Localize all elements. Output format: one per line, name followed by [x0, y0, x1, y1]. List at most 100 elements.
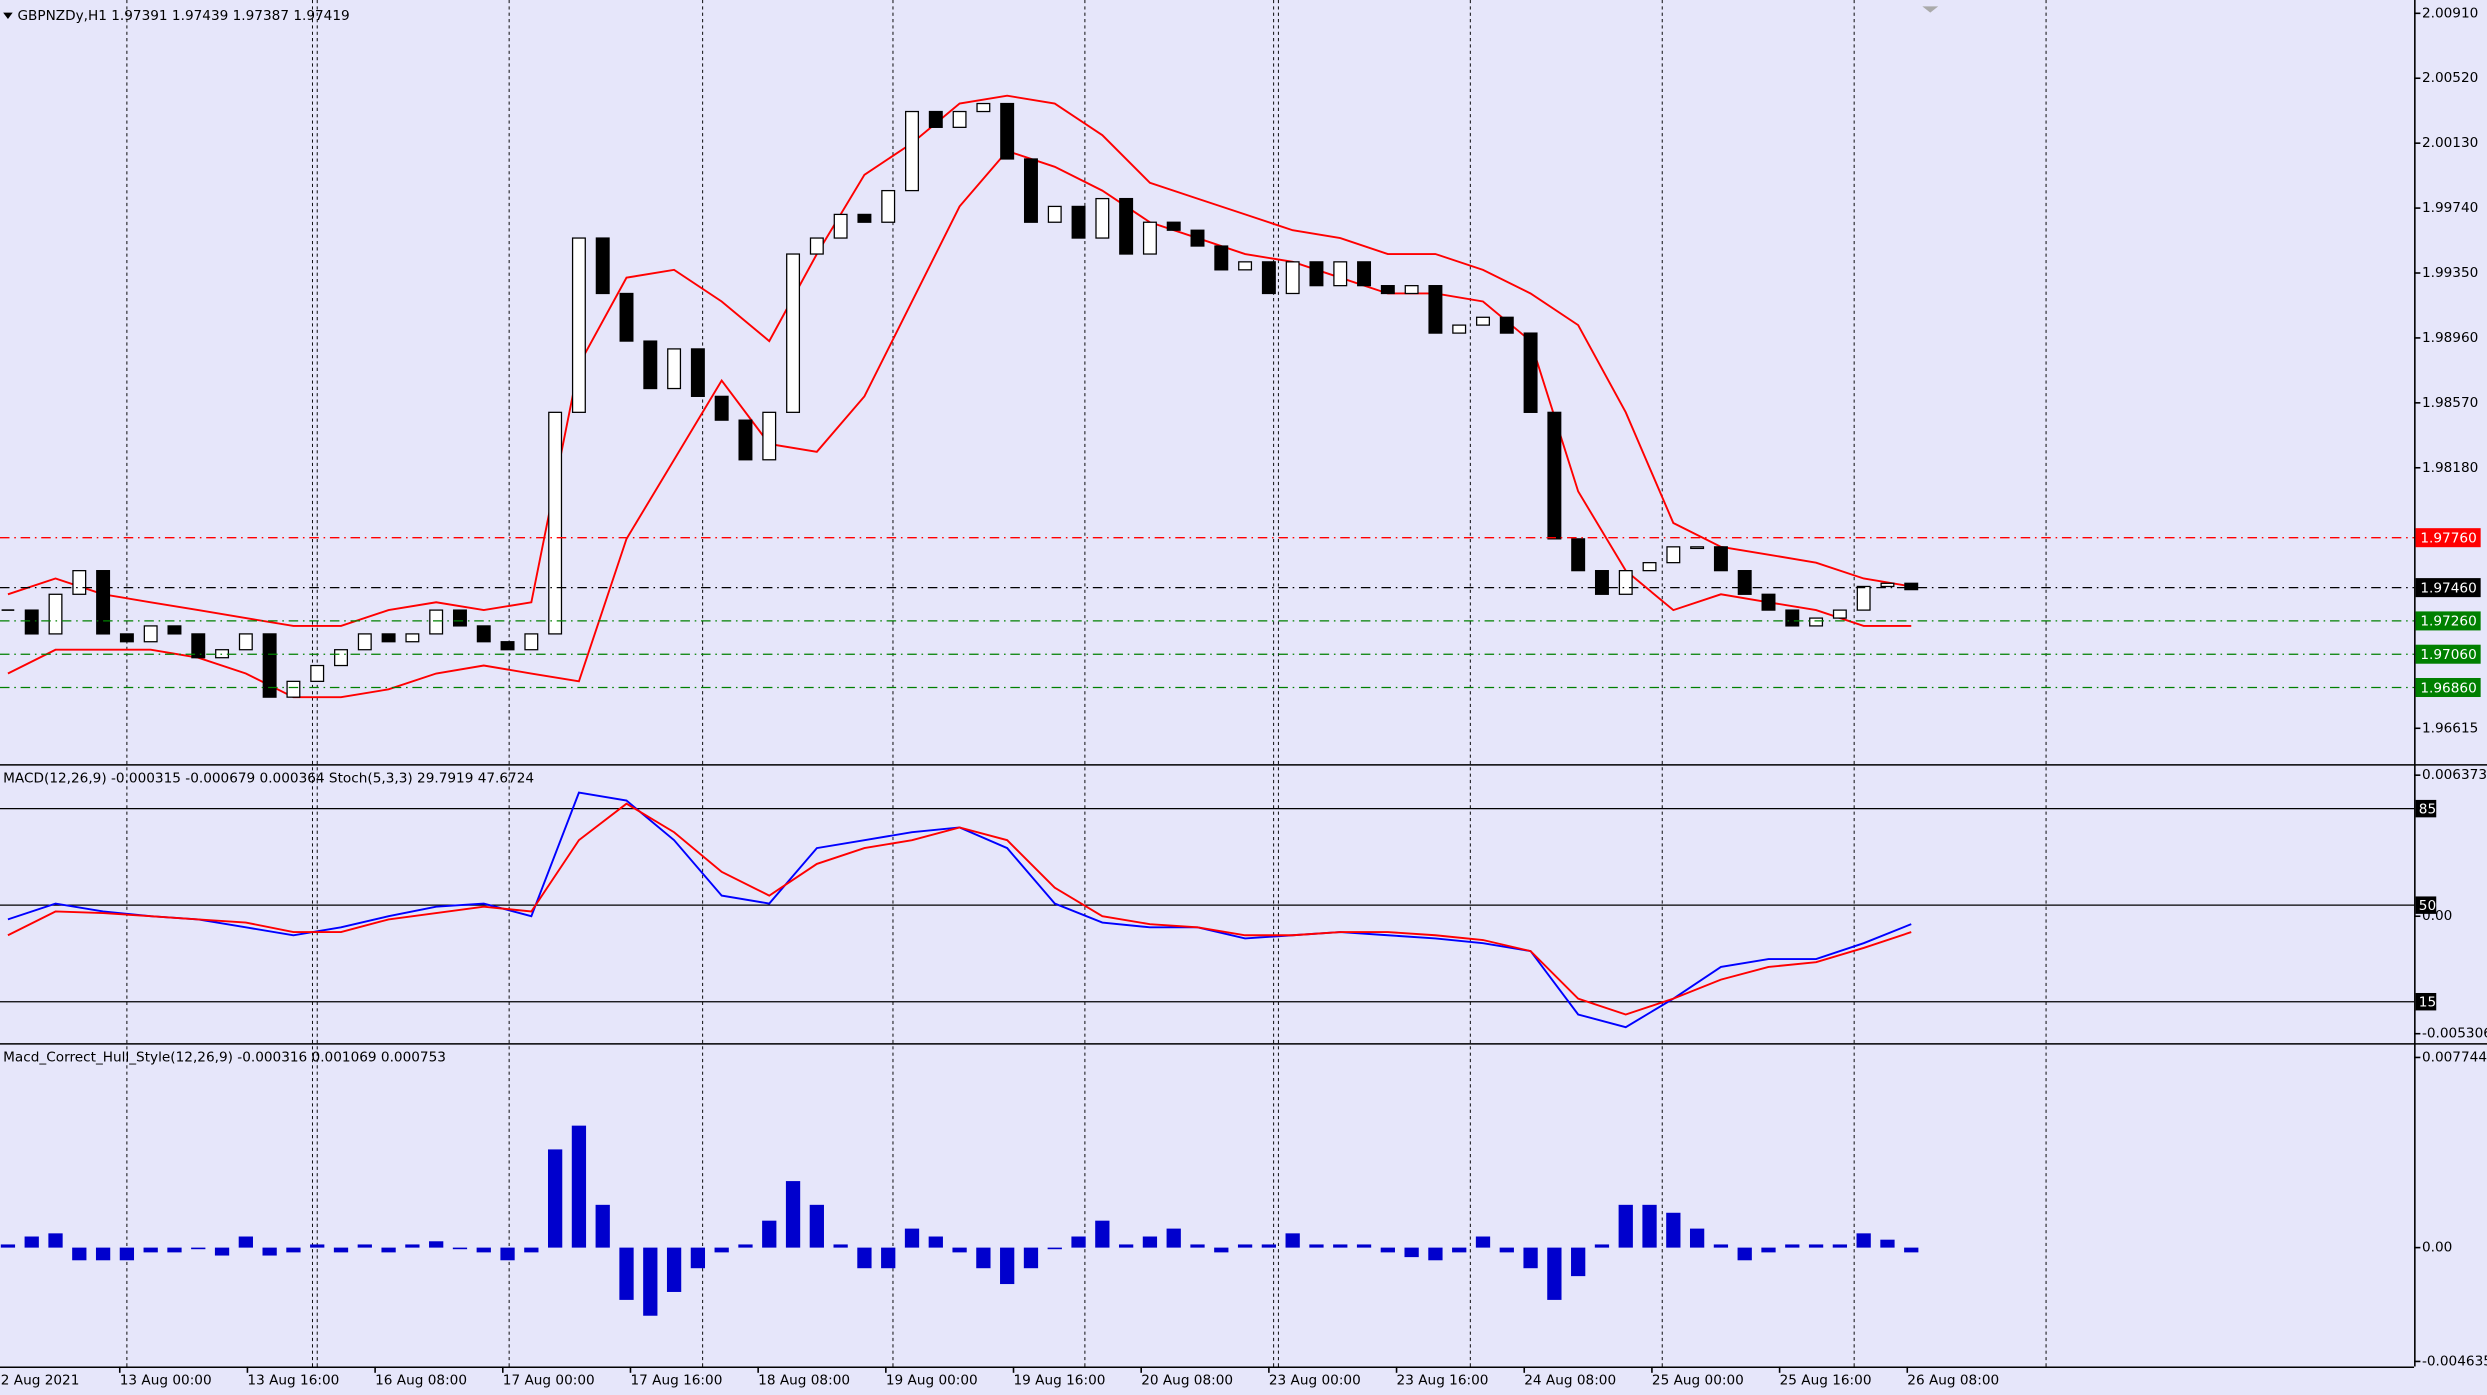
- histogram-bar: [1880, 1239, 1895, 1248]
- bull-candle: [762, 411, 777, 461]
- shift-marker[interactable]: [1922, 6, 1939, 13]
- bear-candle: [1309, 261, 1324, 287]
- y-tick-label: 1.99350: [2422, 265, 2478, 281]
- macd-pane-title: MACD(12,26,9) -0.000315 -0.000679 0.0003…: [3, 770, 534, 786]
- histogram-bar: [1356, 1244, 1372, 1248]
- bull-candle: [1856, 585, 1871, 611]
- bull-candle: [905, 110, 919, 192]
- y-tick-label: 2.00910: [2422, 5, 2478, 21]
- histogram-bar: [714, 1247, 729, 1253]
- bull-candle: [1666, 546, 1681, 564]
- y-tick-label: -0.005306: [2422, 1026, 2487, 1042]
- histogram-bar: [381, 1247, 396, 1253]
- x-tick-label: 23 Aug 00:00: [1269, 1373, 1361, 1389]
- bear-candle: [262, 633, 277, 698]
- bear-candle: [191, 633, 206, 659]
- histogram-bar: [1190, 1244, 1205, 1248]
- y-tick-label: 2.00130: [2422, 135, 2478, 151]
- bull-candle: [1880, 582, 1895, 588]
- envelope-line: [7, 94, 1912, 627]
- histogram-bar: [1380, 1247, 1395, 1253]
- bear-candle: [619, 292, 634, 342]
- bull-candle: [334, 649, 348, 667]
- y-tick-label: 2.00520: [2422, 70, 2478, 86]
- histogram-bar: [286, 1247, 301, 1253]
- bull-candle: [1476, 316, 1490, 326]
- indicator-line: [7, 802, 1912, 1016]
- bear-candle: [928, 110, 943, 128]
- bear-candle: [24, 609, 39, 635]
- bull-candle: [571, 237, 586, 413]
- price-marker: [2415, 578, 2481, 598]
- hull-pane-title: Macd_Correct_Hull_Style(12,26,9) -0.0003…: [3, 1049, 446, 1065]
- histogram-bar: [143, 1247, 158, 1253]
- bear-candle: [714, 395, 729, 421]
- bull-candle: [1832, 609, 1847, 619]
- histogram-bar: [500, 1247, 515, 1261]
- histogram-bar: [1808, 1244, 1824, 1248]
- histogram-bar: [881, 1247, 896, 1269]
- bull-candle: [310, 664, 325, 682]
- bear-candle: [1023, 158, 1038, 223]
- price-marker: [2415, 677, 2481, 698]
- histogram-bar: [738, 1244, 753, 1248]
- bear-candle: [1713, 546, 1728, 572]
- bull-candle: [405, 633, 420, 643]
- bear-candle: [1547, 411, 1562, 540]
- histogram-bar: [214, 1247, 230, 1256]
- bull-candle: [286, 680, 301, 698]
- bear-candle: [1737, 570, 1752, 595]
- bull-candle: [1809, 617, 1824, 627]
- price-marker-label: 1.96860: [2420, 680, 2476, 696]
- histogram-bar: [1499, 1247, 1514, 1253]
- histogram-bar: [1904, 1247, 1919, 1253]
- histogram-bar: [952, 1247, 967, 1253]
- histogram-bar: [357, 1244, 372, 1248]
- bear-candle: [1357, 261, 1372, 287]
- bull-candle: [1642, 562, 1657, 572]
- y-tick-label: 0.00: [2422, 1240, 2452, 1256]
- overlay-layer: 2.00910 2.00520 2.00130 1.99740 1.99350 1.989…: [0, 5, 2487, 1388]
- histogram-bar: [1832, 1244, 1848, 1248]
- bear-candle: [690, 348, 705, 397]
- bear-candle: [1261, 261, 1276, 295]
- bear-candle: [1904, 582, 1919, 591]
- price-marker: [2415, 611, 2481, 631]
- histogram-bar: [976, 1247, 991, 1269]
- menu-arrow[interactable]: [3, 12, 13, 20]
- histogram-bar: [690, 1247, 706, 1269]
- level-marker: [2415, 799, 2437, 818]
- level-marker: [2415, 992, 2437, 1011]
- bull-candle: [1404, 285, 1419, 295]
- bull-candle: [786, 253, 801, 413]
- histogram-bar: [1713, 1244, 1729, 1248]
- histogram-bar: [1642, 1204, 1657, 1248]
- histogram-bar: [1023, 1247, 1039, 1269]
- x-tick-label: 17 Aug 16:00: [630, 1373, 722, 1389]
- bear-candle: [1428, 285, 1443, 334]
- level-marker: [2415, 896, 2437, 914]
- bull-candle: [1142, 221, 1157, 255]
- histogram-bar: [1856, 1233, 1871, 1248]
- bear-candle: [1594, 570, 1609, 595]
- histogram-bar: [452, 1247, 468, 1250]
- histogram-bar: [1142, 1236, 1158, 1248]
- bull-candle: [143, 625, 158, 643]
- histogram-bar: [571, 1125, 587, 1248]
- histogram-bar: [238, 1236, 253, 1248]
- level-label: 15: [2419, 994, 2436, 1010]
- y-tick-label: 1.98180: [2422, 460, 2478, 476]
- histogram-bar: [48, 1233, 63, 1248]
- histogram-bar: [1404, 1247, 1419, 1258]
- histogram-bar: [1571, 1247, 1586, 1277]
- histogram-bar: [0, 1244, 16, 1248]
- histogram-bar: [904, 1228, 920, 1248]
- histogram-bar: [476, 1247, 491, 1253]
- x-tick-label: 25 Aug 16:00: [1780, 1373, 1872, 1389]
- bear-candle: [595, 237, 610, 295]
- bull-candle: [524, 633, 539, 651]
- bear-candle: [1119, 197, 1134, 255]
- histogram-bar: [619, 1247, 634, 1300]
- bear-candle: [381, 633, 396, 643]
